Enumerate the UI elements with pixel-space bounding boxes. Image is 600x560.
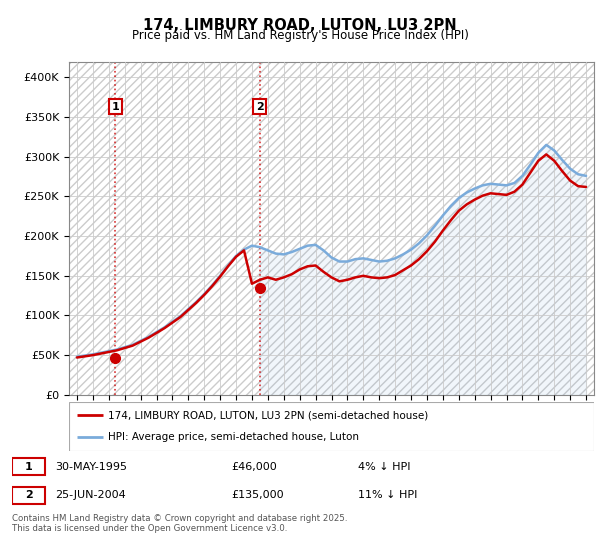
FancyBboxPatch shape bbox=[12, 487, 46, 504]
FancyBboxPatch shape bbox=[12, 458, 46, 475]
Text: 25-JUN-2004: 25-JUN-2004 bbox=[55, 491, 126, 501]
Text: 4% ↓ HPI: 4% ↓ HPI bbox=[358, 461, 410, 472]
Text: HPI: Average price, semi-detached house, Luton: HPI: Average price, semi-detached house,… bbox=[109, 432, 359, 442]
Text: 174, LIMBURY ROAD, LUTON, LU3 2PN: 174, LIMBURY ROAD, LUTON, LU3 2PN bbox=[143, 18, 457, 33]
Text: £46,000: £46,000 bbox=[231, 461, 277, 472]
Text: Price paid vs. HM Land Registry's House Price Index (HPI): Price paid vs. HM Land Registry's House … bbox=[131, 29, 469, 42]
Text: 30-MAY-1995: 30-MAY-1995 bbox=[55, 461, 127, 472]
Text: 2: 2 bbox=[256, 101, 263, 111]
Text: 11% ↓ HPI: 11% ↓ HPI bbox=[358, 491, 417, 501]
Text: Contains HM Land Registry data © Crown copyright and database right 2025.
This d: Contains HM Land Registry data © Crown c… bbox=[12, 514, 347, 534]
Text: 174, LIMBURY ROAD, LUTON, LU3 2PN (semi-detached house): 174, LIMBURY ROAD, LUTON, LU3 2PN (semi-… bbox=[109, 410, 428, 421]
Text: 2: 2 bbox=[25, 491, 32, 501]
Text: 1: 1 bbox=[25, 461, 32, 472]
Text: 1: 1 bbox=[112, 101, 119, 111]
Text: £135,000: £135,000 bbox=[231, 491, 284, 501]
